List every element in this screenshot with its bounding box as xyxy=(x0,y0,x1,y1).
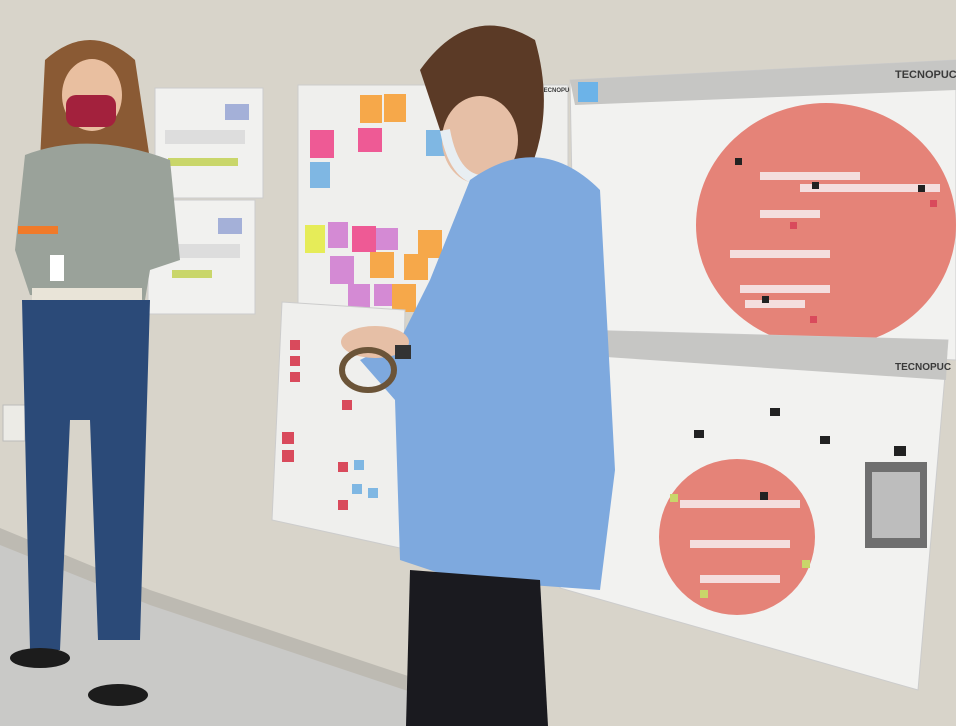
pink-circle xyxy=(696,103,956,347)
sticky-note xyxy=(376,228,398,250)
belt xyxy=(32,288,142,302)
person-woman xyxy=(10,40,180,706)
sticky-note xyxy=(418,230,442,258)
baseboard xyxy=(0,528,420,695)
sticky-note xyxy=(384,94,406,122)
brand-label: TECNOPUC xyxy=(540,88,574,94)
pink-circle xyxy=(659,459,815,615)
sticky-note xyxy=(328,222,348,248)
sticky-note xyxy=(404,254,428,280)
sticky-note xyxy=(392,284,416,312)
poster-small-top xyxy=(154,87,264,199)
sticky-pad xyxy=(18,226,58,234)
sticky-note xyxy=(426,130,446,156)
trousers xyxy=(406,570,548,726)
sticky-note xyxy=(578,82,598,102)
face-mask xyxy=(66,95,116,127)
sticky-note xyxy=(330,256,354,284)
person-center xyxy=(339,25,615,726)
brand-label: TECNOPUC xyxy=(895,362,951,373)
brand-label: TECNOPUC xyxy=(895,69,956,81)
sticky-note xyxy=(360,95,382,123)
jeans xyxy=(22,300,150,650)
tape-roll xyxy=(339,347,397,393)
watch xyxy=(395,345,411,359)
sticky-note xyxy=(305,225,325,253)
poster-right-bottom: TECNOPUC xyxy=(559,329,951,691)
wall-outlet xyxy=(2,404,26,442)
sticky-note xyxy=(310,130,334,158)
sticky-note xyxy=(348,284,370,308)
badge xyxy=(50,255,64,281)
sticky-note xyxy=(374,284,394,306)
sticky-note xyxy=(358,128,382,152)
poster-right-top: TECNOPUC xyxy=(569,59,956,361)
shoe xyxy=(88,684,148,706)
shoe xyxy=(10,648,70,668)
sticky-note xyxy=(370,252,394,278)
sticky-note xyxy=(352,226,376,252)
sticky-note xyxy=(310,162,330,188)
shirt xyxy=(360,157,615,591)
